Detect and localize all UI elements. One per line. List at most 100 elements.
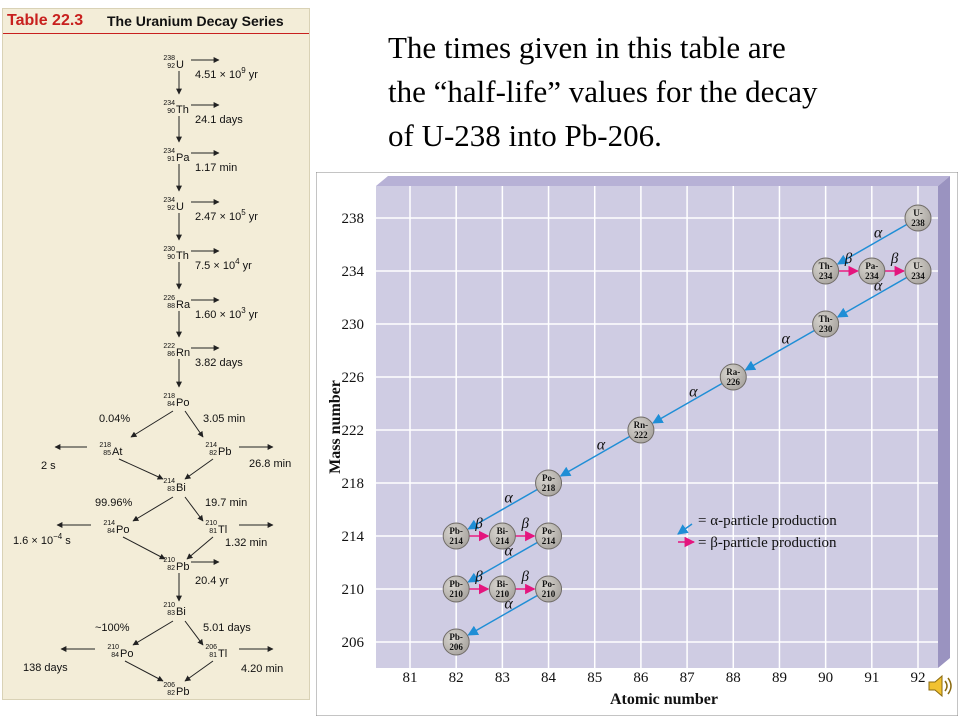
nuclide-node-bi-210: Bi-210 — [488, 575, 516, 603]
nuclide-node-pb-214: Pb-214 — [442, 522, 470, 550]
half-life: 4.51 × 109 yr — [195, 66, 258, 81]
atomic-number: 90 — [167, 108, 175, 115]
nuclide-circle — [488, 575, 516, 603]
decay-arrow — [184, 620, 204, 646]
caption-line: the “half-life” values for the decay — [388, 74, 818, 109]
element-symbol: Po — [116, 524, 129, 536]
beta-label: β — [890, 251, 899, 267]
caption-text: The times given in this table are the “h… — [388, 26, 948, 158]
atomic-number: 84 — [111, 652, 119, 659]
half-life: 1.32 min — [225, 537, 267, 549]
table-header: Table 22.3 The Uranium Decay Series — [3, 9, 309, 34]
nuclide-node-bi-214: Bi-214 — [488, 522, 516, 550]
nuclide-symbol: Pa- — [865, 261, 878, 271]
alpha-arrow — [836, 276, 908, 318]
mass-number: 218 — [99, 442, 111, 449]
atomic-number: 90 — [167, 254, 175, 261]
decay-series-table: Table 22.3 The Uranium Decay Series 238 9… — [2, 8, 310, 700]
half-life: 1.6 × 10−4 s — [13, 532, 71, 547]
nuclide-mass: 222 — [634, 430, 648, 440]
nuclide-circle — [442, 575, 470, 603]
mass-number: 230 — [163, 246, 175, 253]
nuclide-circle — [535, 469, 563, 497]
legend-alpha-label: = α-particle production — [698, 513, 837, 529]
mass-number: 234 — [163, 197, 175, 204]
branch-percent: 99.96% — [95, 497, 133, 509]
atomic-number: 83 — [167, 610, 175, 617]
caption-line: The times given in this table are — [388, 30, 786, 65]
nuclide-node-pb-206: Pb-206 — [442, 628, 470, 656]
plot-area — [376, 186, 938, 668]
nuclide-mass: 234 — [819, 271, 833, 281]
mass-number: 206 — [205, 644, 217, 651]
atomic-number: 86 — [167, 351, 175, 358]
nuclide-symbol: U- — [913, 208, 923, 218]
y-tick-label: 230 — [342, 317, 365, 333]
half-life: 1.60 × 103 yr — [195, 306, 258, 321]
nuclide-symbol: Th- — [819, 261, 833, 271]
decay-arrow — [124, 660, 164, 682]
alpha-label: α — [874, 225, 883, 242]
nuclide-circle — [488, 522, 516, 550]
plot-side-edge — [938, 176, 950, 668]
alpha-arrow — [467, 541, 538, 583]
atomic-number: 82 — [167, 690, 175, 697]
half-life: 2.47 × 105 yr — [195, 208, 258, 223]
element-symbol: Bi — [176, 606, 186, 618]
atomic-number: 88 — [167, 303, 175, 310]
nuclide-symbol: Pb- — [449, 526, 463, 536]
decay-arrow — [132, 496, 174, 522]
nuclide-mass: 234 — [911, 271, 925, 281]
nuclide-node-ra-226: Ra-226 — [719, 363, 747, 391]
alpha-arrow — [836, 223, 908, 265]
element-symbol: At — [112, 446, 122, 458]
beta-label: β — [474, 569, 483, 585]
decay-arrow — [184, 660, 214, 682]
y-tick-label: 210 — [342, 582, 365, 598]
mass-number: 234 — [163, 148, 175, 155]
x-tick-label: 83 — [495, 670, 510, 686]
nuclide-symbol: Ra- — [726, 367, 740, 377]
nuclide-circle — [442, 628, 470, 656]
x-tick-label: 85 — [587, 670, 602, 686]
alpha-label: α — [874, 278, 883, 295]
nuclide-node-th-230: Th-230 — [812, 310, 840, 338]
element-symbol: Tl — [218, 648, 227, 660]
half-life: 5.01 days — [203, 622, 251, 634]
nuclide-node-po-218: Po-218 — [535, 469, 563, 497]
element-symbol: Pb — [176, 561, 189, 573]
element-symbol: U — [176, 59, 184, 71]
alpha-arrow — [467, 488, 538, 530]
y-axis-label: Mass number — [327, 380, 344, 474]
mass-number: 218 — [163, 393, 175, 400]
legend-beta-label: = β-particle production — [698, 535, 837, 551]
x-tick-label: 90 — [818, 670, 833, 686]
element-symbol: Th — [176, 250, 189, 262]
atomic-number: 91 — [167, 156, 175, 163]
nuclide-circle — [535, 522, 563, 550]
speaker-icon[interactable] — [926, 672, 956, 700]
nuclide-circle — [812, 310, 840, 338]
mass-number: 238 — [163, 55, 175, 62]
alpha-label: α — [504, 543, 513, 560]
table-header-rule — [3, 33, 309, 34]
x-tick-label: 92 — [911, 670, 926, 686]
table-title: The Uranium Decay Series — [107, 13, 284, 29]
alpha-label: α — [781, 331, 790, 348]
nuclide-mass: 210 — [542, 589, 556, 599]
y-tick-label: 218 — [342, 476, 365, 492]
